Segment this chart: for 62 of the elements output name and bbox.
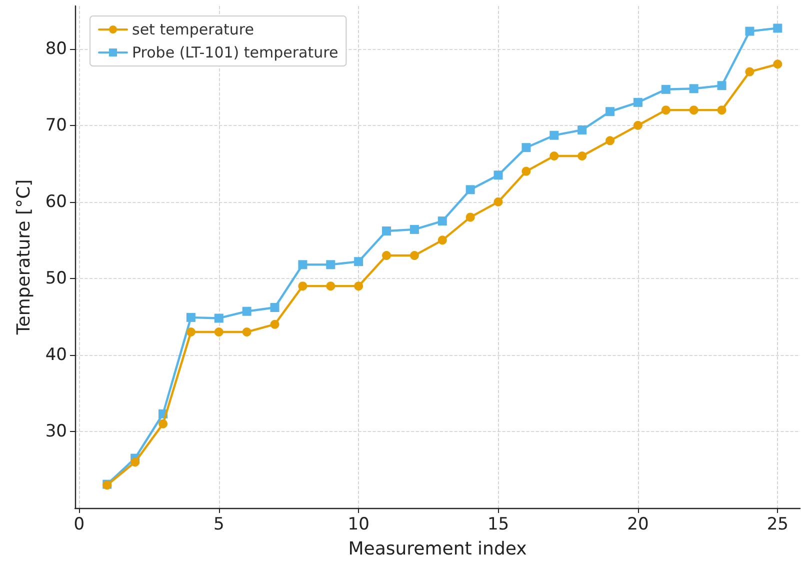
point <box>466 185 475 194</box>
point <box>130 458 140 467</box>
x-tick-label: 10 <box>348 514 370 534</box>
point <box>661 106 670 115</box>
point <box>438 236 447 245</box>
y-tick-label: 30 <box>45 421 67 442</box>
point <box>578 151 587 160</box>
point <box>717 106 726 115</box>
point <box>466 212 475 222</box>
point <box>633 98 642 107</box>
point <box>242 306 252 316</box>
point <box>522 166 531 176</box>
y-tick-label: 40 <box>45 344 67 365</box>
x-tick-label: 15 <box>487 514 510 534</box>
point <box>158 419 168 428</box>
point <box>186 327 196 336</box>
point <box>270 320 280 329</box>
point <box>661 84 670 94</box>
point <box>382 226 392 236</box>
point <box>410 224 419 234</box>
point <box>550 151 559 160</box>
point <box>354 257 364 266</box>
point <box>494 197 503 206</box>
point <box>773 24 782 33</box>
point <box>214 327 224 336</box>
point <box>633 120 642 130</box>
y-tick-label: 80 <box>45 38 67 59</box>
y-axis-title: Temperature [°C] <box>14 179 34 336</box>
point <box>382 250 392 260</box>
point <box>494 170 503 180</box>
point <box>717 81 726 90</box>
x-tick-label: 20 <box>627 514 649 534</box>
x-tick-label: 5 <box>213 514 224 534</box>
point <box>578 125 587 134</box>
point <box>214 314 224 323</box>
point <box>773 60 782 69</box>
point <box>298 282 308 291</box>
point <box>410 250 419 260</box>
y-tick-label: 70 <box>45 115 67 136</box>
legend-label: Probe (LT-101) temperature <box>132 44 338 62</box>
y-tick-label: 50 <box>45 268 67 288</box>
point <box>270 303 280 312</box>
point <box>550 130 559 140</box>
point <box>326 282 336 291</box>
legend-label: set temperature <box>132 20 254 38</box>
point <box>354 282 364 291</box>
point <box>745 26 754 36</box>
y-tick-label: 60 <box>45 192 67 212</box>
point <box>186 312 196 322</box>
point <box>689 106 698 115</box>
point <box>438 216 447 226</box>
point <box>242 327 252 336</box>
x-tick-label: 25 <box>766 514 788 534</box>
point <box>298 260 308 270</box>
point <box>326 260 336 270</box>
point <box>522 143 531 152</box>
point <box>606 107 615 116</box>
x-tick-label: 0 <box>74 514 85 534</box>
point <box>689 84 698 94</box>
point <box>606 136 615 146</box>
point <box>745 67 754 76</box>
x-axis-title: Measurement index <box>348 538 528 560</box>
